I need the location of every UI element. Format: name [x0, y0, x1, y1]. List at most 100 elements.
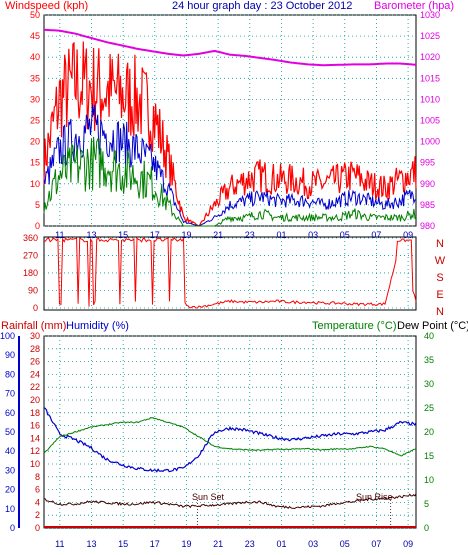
gust-series-line	[43, 41, 417, 227]
compass-label: N	[436, 306, 444, 318]
windspeed-tick-label: 5	[35, 200, 40, 210]
sunset-label: Sun Set	[192, 492, 225, 502]
humidity-tick-label: 50	[5, 427, 15, 437]
compass-label: E	[436, 289, 443, 301]
humidity-tick-label: 0	[10, 523, 15, 533]
wind-x-tick-label: 11	[55, 230, 64, 240]
wind-x-tick-label: 03	[308, 230, 318, 240]
rainfall-tick-label: 12	[30, 446, 40, 456]
wind-x-tick-label: 05	[340, 230, 350, 240]
humidity-tick-label: 80	[5, 369, 15, 379]
barometer-tick-label: 1025	[420, 31, 440, 41]
humidity-tick-label: 60	[5, 408, 15, 418]
weather-x-tick-label: 09	[403, 539, 413, 549]
dewpoint-series-line	[43, 493, 417, 510]
temperature-tick-label: 35	[424, 355, 434, 365]
windspeed-tick-label: 50	[30, 10, 40, 20]
rainfall-tick-label: 20	[30, 395, 40, 405]
wind-x-tick-label: 19	[181, 230, 191, 240]
windspeed-tick-label: 40	[30, 52, 40, 62]
rainfall-tick-label: 0	[35, 523, 40, 533]
rainfall-tick-label: 2	[35, 510, 40, 520]
barometer-tick-label: 1020	[420, 52, 440, 62]
compass-label: N	[436, 238, 444, 250]
rainfall-tick-label: 6	[35, 485, 40, 495]
windspeed-tick-label: 10	[30, 179, 40, 189]
weather-x-tick-label: 19	[181, 539, 191, 549]
chart-title: 24 hour graph day : 23 October 2012	[172, 0, 352, 12]
wind-x-tick-label: 15	[118, 230, 128, 240]
weather-x-tick-label: 23	[245, 539, 255, 549]
windspeed-tick-label: 0	[35, 221, 40, 231]
weather-panel-frame	[43, 335, 417, 529]
grid-layer	[44, 14, 416, 529]
direction-tick-label: 270	[23, 250, 38, 260]
temperature-series-line	[43, 417, 417, 457]
humidity-tick-label: 40	[5, 446, 15, 456]
average-series-line	[43, 104, 417, 227]
weather-x-tick-label: 11	[55, 539, 64, 549]
weather-x-tick-label: 05	[340, 539, 350, 549]
wind-series-layer	[43, 28, 417, 227]
temperature-tick-label: 10	[424, 475, 434, 485]
weather-x-tick-label: 17	[150, 539, 160, 549]
windspeed-tick-label: 25	[30, 116, 40, 126]
rainfall-tick-label: 18	[30, 408, 40, 418]
barometer-tick-label: 1015	[420, 73, 440, 83]
barometer-axis-title: Barometer (hpa)	[374, 0, 454, 12]
wind-x-tick-label: 17	[150, 230, 160, 240]
weather-x-tick-label: 13	[86, 539, 96, 549]
compass-label: W	[435, 255, 446, 267]
temperature-tick-label: 20	[424, 427, 434, 437]
wind-direction-series-line	[43, 236, 417, 309]
barometer-tick-label: 985	[420, 200, 435, 210]
weather-x-tick-label: 21	[213, 539, 223, 549]
rainfall-tick-label: 4	[35, 497, 40, 507]
temperature-tick-label: 0	[424, 523, 429, 533]
barometer-tick-label: 980	[420, 221, 435, 231]
windspeed-tick-label: 45	[30, 31, 40, 41]
wind-x-tick-label: 09	[403, 230, 413, 240]
minimum-series-line	[43, 136, 417, 227]
weather-series-layer	[43, 407, 417, 528]
dewpoint-axis-title: Dew Point (°C)	[397, 320, 468, 332]
rainfall-tick-label: 26	[30, 357, 40, 367]
wind-x-tick-label: 21	[213, 230, 223, 240]
wind-panel-frame	[43, 14, 417, 227]
temperature-tick-label: 30	[424, 379, 434, 389]
temperature-tick-label: 15	[424, 451, 434, 461]
barometer-tick-label: 1030	[420, 10, 440, 20]
humidity-tick-label: 70	[5, 389, 15, 399]
barometer-tick-label: 995	[420, 158, 435, 168]
humidity-tick-label: 30	[5, 465, 15, 475]
temperature-tick-label: 5	[424, 499, 429, 509]
temperature-tick-label: 25	[424, 403, 434, 413]
direction-tick-label: 90	[28, 285, 38, 295]
wind-x-tick-label: 13	[86, 230, 96, 240]
windspeed-tick-label: 30	[30, 94, 40, 104]
temperature-axis-title: Temperature (°C)	[312, 320, 396, 332]
weather-x-tick-label: 15	[118, 539, 128, 549]
humidity-tick-label: 100	[0, 331, 15, 341]
rainfall-tick-label: 16	[30, 421, 40, 431]
wind-x-tick-label: 01	[276, 230, 286, 240]
compass-label: S	[436, 272, 443, 284]
direction-tick-label: 180	[23, 268, 38, 278]
humidity-series-line	[43, 407, 417, 473]
wind-x-tick-label: 07	[371, 230, 381, 240]
axis-layer: 1111131315151717191921212323010103030505…	[0, 10, 446, 549]
rainfall-tick-label: 22	[30, 382, 40, 392]
direction-series-layer	[43, 236, 417, 309]
sunrise-label: Sun Rise	[356, 492, 393, 502]
temperature-tick-label: 40	[424, 331, 434, 341]
direction-panel-frame	[43, 236, 417, 311]
rainfall-tick-label: 10	[30, 459, 40, 469]
rainfall-tick-label: 8	[35, 472, 40, 482]
rainfall-tick-label: 14	[30, 433, 40, 443]
barometer-tick-label: 990	[420, 179, 435, 189]
weather-x-tick-label: 03	[308, 539, 318, 549]
wind-x-tick-label: 23	[245, 230, 255, 240]
rainfall-tick-label: 30	[30, 331, 40, 341]
windspeed-axis-title: Windspeed (kph)	[5, 0, 88, 12]
